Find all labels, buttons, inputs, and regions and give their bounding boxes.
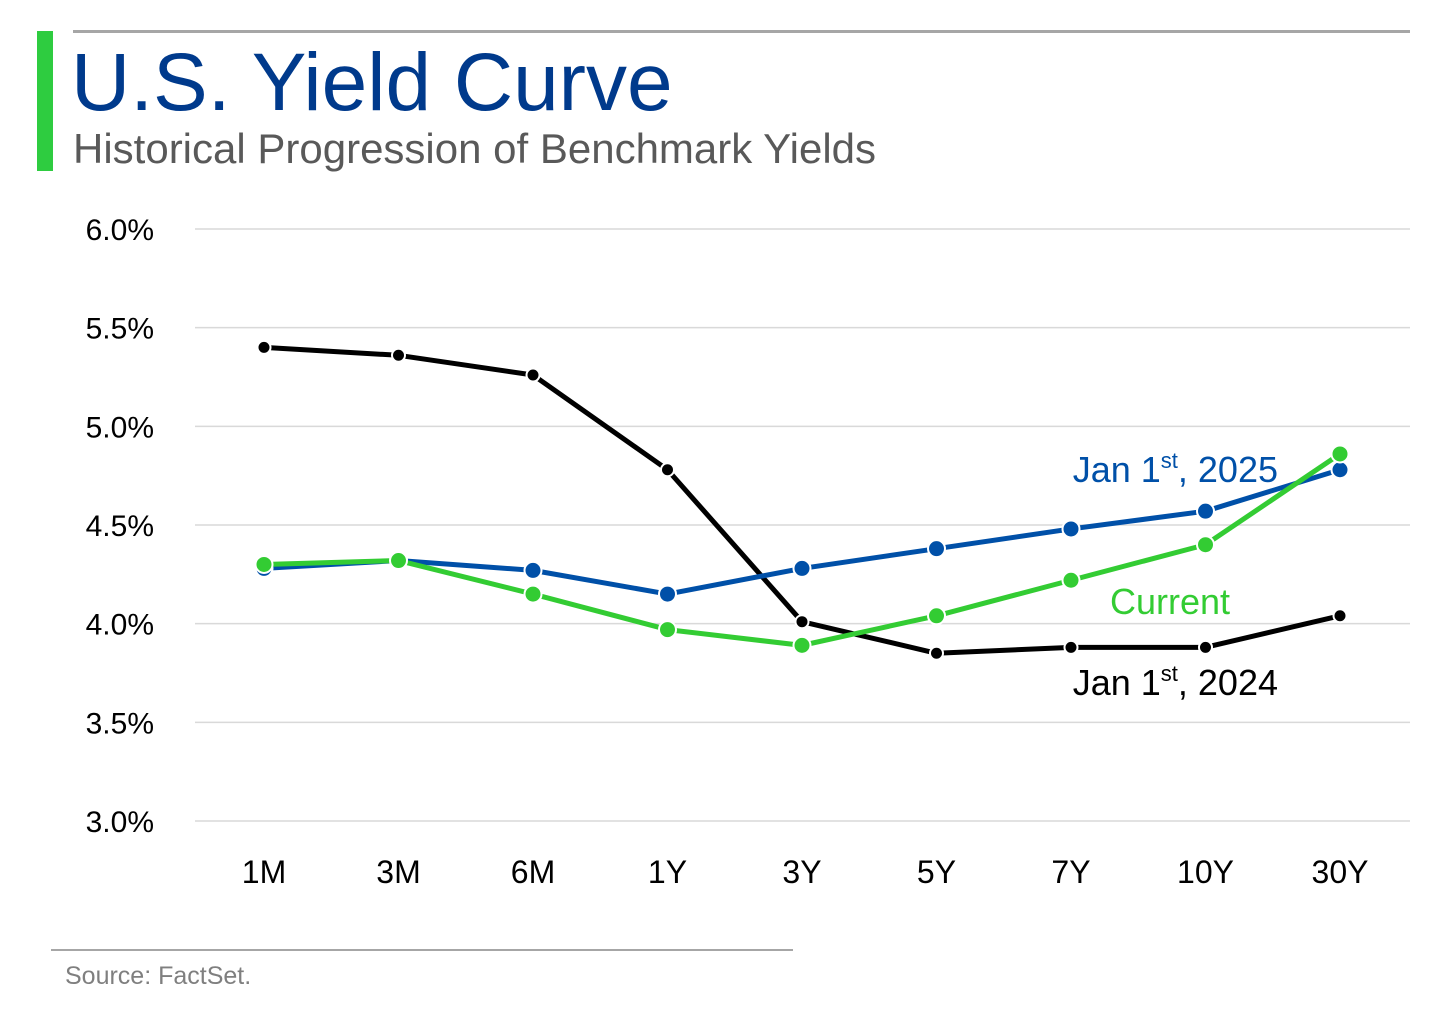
y-tick-label: 4.5% xyxy=(86,510,154,543)
yield-curve-chart: 3.0% 3.5% 4.0% 4.5% 5.0% 5.5% 6.0% 1M 3M 6M 1Y 3Y 5… xyxy=(86,214,1410,890)
data-point-jan_2024 xyxy=(1198,639,1213,655)
y-tick-label: 4.0% xyxy=(86,609,154,642)
y-tick-label: 5.0% xyxy=(86,411,154,444)
x-tick-label: 5Y xyxy=(917,854,956,890)
data-point-jan_2025 xyxy=(927,539,946,559)
data-point-current xyxy=(927,606,946,626)
series-label-current: Current xyxy=(1110,581,1230,622)
y-tick-label: 6.0% xyxy=(86,214,154,247)
data-point-current xyxy=(254,554,274,574)
data-point-jan_2024 xyxy=(525,367,541,383)
data-point-jan_2025 xyxy=(1196,501,1215,521)
x-tick-label: 10Y xyxy=(1177,854,1234,890)
data-point-current xyxy=(658,620,677,640)
x-tick-label: 3M xyxy=(376,854,420,890)
series-label-jan_2025: Jan 1st, 2025 xyxy=(1073,448,1278,490)
data-point-jan_2024 xyxy=(660,462,675,478)
y-tick-label: 3.5% xyxy=(86,707,154,740)
source-rule xyxy=(51,949,793,951)
series-jan_2024 xyxy=(256,339,1348,661)
source-note: Source: FactSet. xyxy=(65,962,252,990)
y-tick-label: 3.0% xyxy=(86,806,154,839)
data-point-jan_2024 xyxy=(256,339,272,355)
y-tick-label: 5.5% xyxy=(86,313,154,346)
top-rule xyxy=(73,30,1410,33)
data-point-current xyxy=(523,584,543,604)
series-label-jan_2024: Jan 1st, 2024 xyxy=(1073,661,1278,703)
data-point-jan_2024 xyxy=(1063,639,1079,655)
series-label-layer: Jan 1st, 2024 Jan 1st, 2025 Current xyxy=(1073,448,1278,703)
data-point-current xyxy=(1196,535,1215,555)
chart-title: U.S. Yield Curve xyxy=(71,37,673,128)
data-point-jan_2025 xyxy=(1061,519,1081,539)
data-point-current xyxy=(1330,444,1350,464)
series-layer xyxy=(254,339,1350,661)
y-axis-tick-labels: 3.0% 3.5% 4.0% 4.5% 5.0% 5.5% 6.0% xyxy=(86,214,154,839)
data-point-jan_2024 xyxy=(391,347,406,363)
x-tick-label: 7Y xyxy=(1051,854,1090,890)
x-tick-label: 6M xyxy=(511,854,555,890)
x-axis-tick-labels: 1M 3M 6M 1Y 3Y 5Y 7Y 10Y 30Y xyxy=(242,854,1369,890)
data-point-current xyxy=(1061,570,1081,590)
data-point-jan_2025 xyxy=(658,584,677,604)
data-point-jan_2024 xyxy=(929,645,944,661)
x-tick-label: 30Y xyxy=(1312,854,1369,890)
x-tick-label: 1Y xyxy=(648,854,687,890)
x-tick-label: 1M xyxy=(242,854,286,890)
data-point-jan_2025 xyxy=(523,560,543,580)
data-point-jan_2025 xyxy=(792,558,812,578)
chart-subtitle: Historical Progression of Benchmark Yiel… xyxy=(73,125,877,172)
data-point-current xyxy=(389,551,408,571)
data-point-current xyxy=(792,635,812,655)
data-point-jan_2024 xyxy=(794,614,810,630)
data-point-jan_2025 xyxy=(1330,460,1350,480)
data-point-jan_2024 xyxy=(1332,608,1348,624)
accent-bar xyxy=(37,31,53,171)
grid-layer xyxy=(195,228,1410,822)
series-current xyxy=(254,444,1350,655)
x-tick-label: 3Y xyxy=(782,854,821,890)
